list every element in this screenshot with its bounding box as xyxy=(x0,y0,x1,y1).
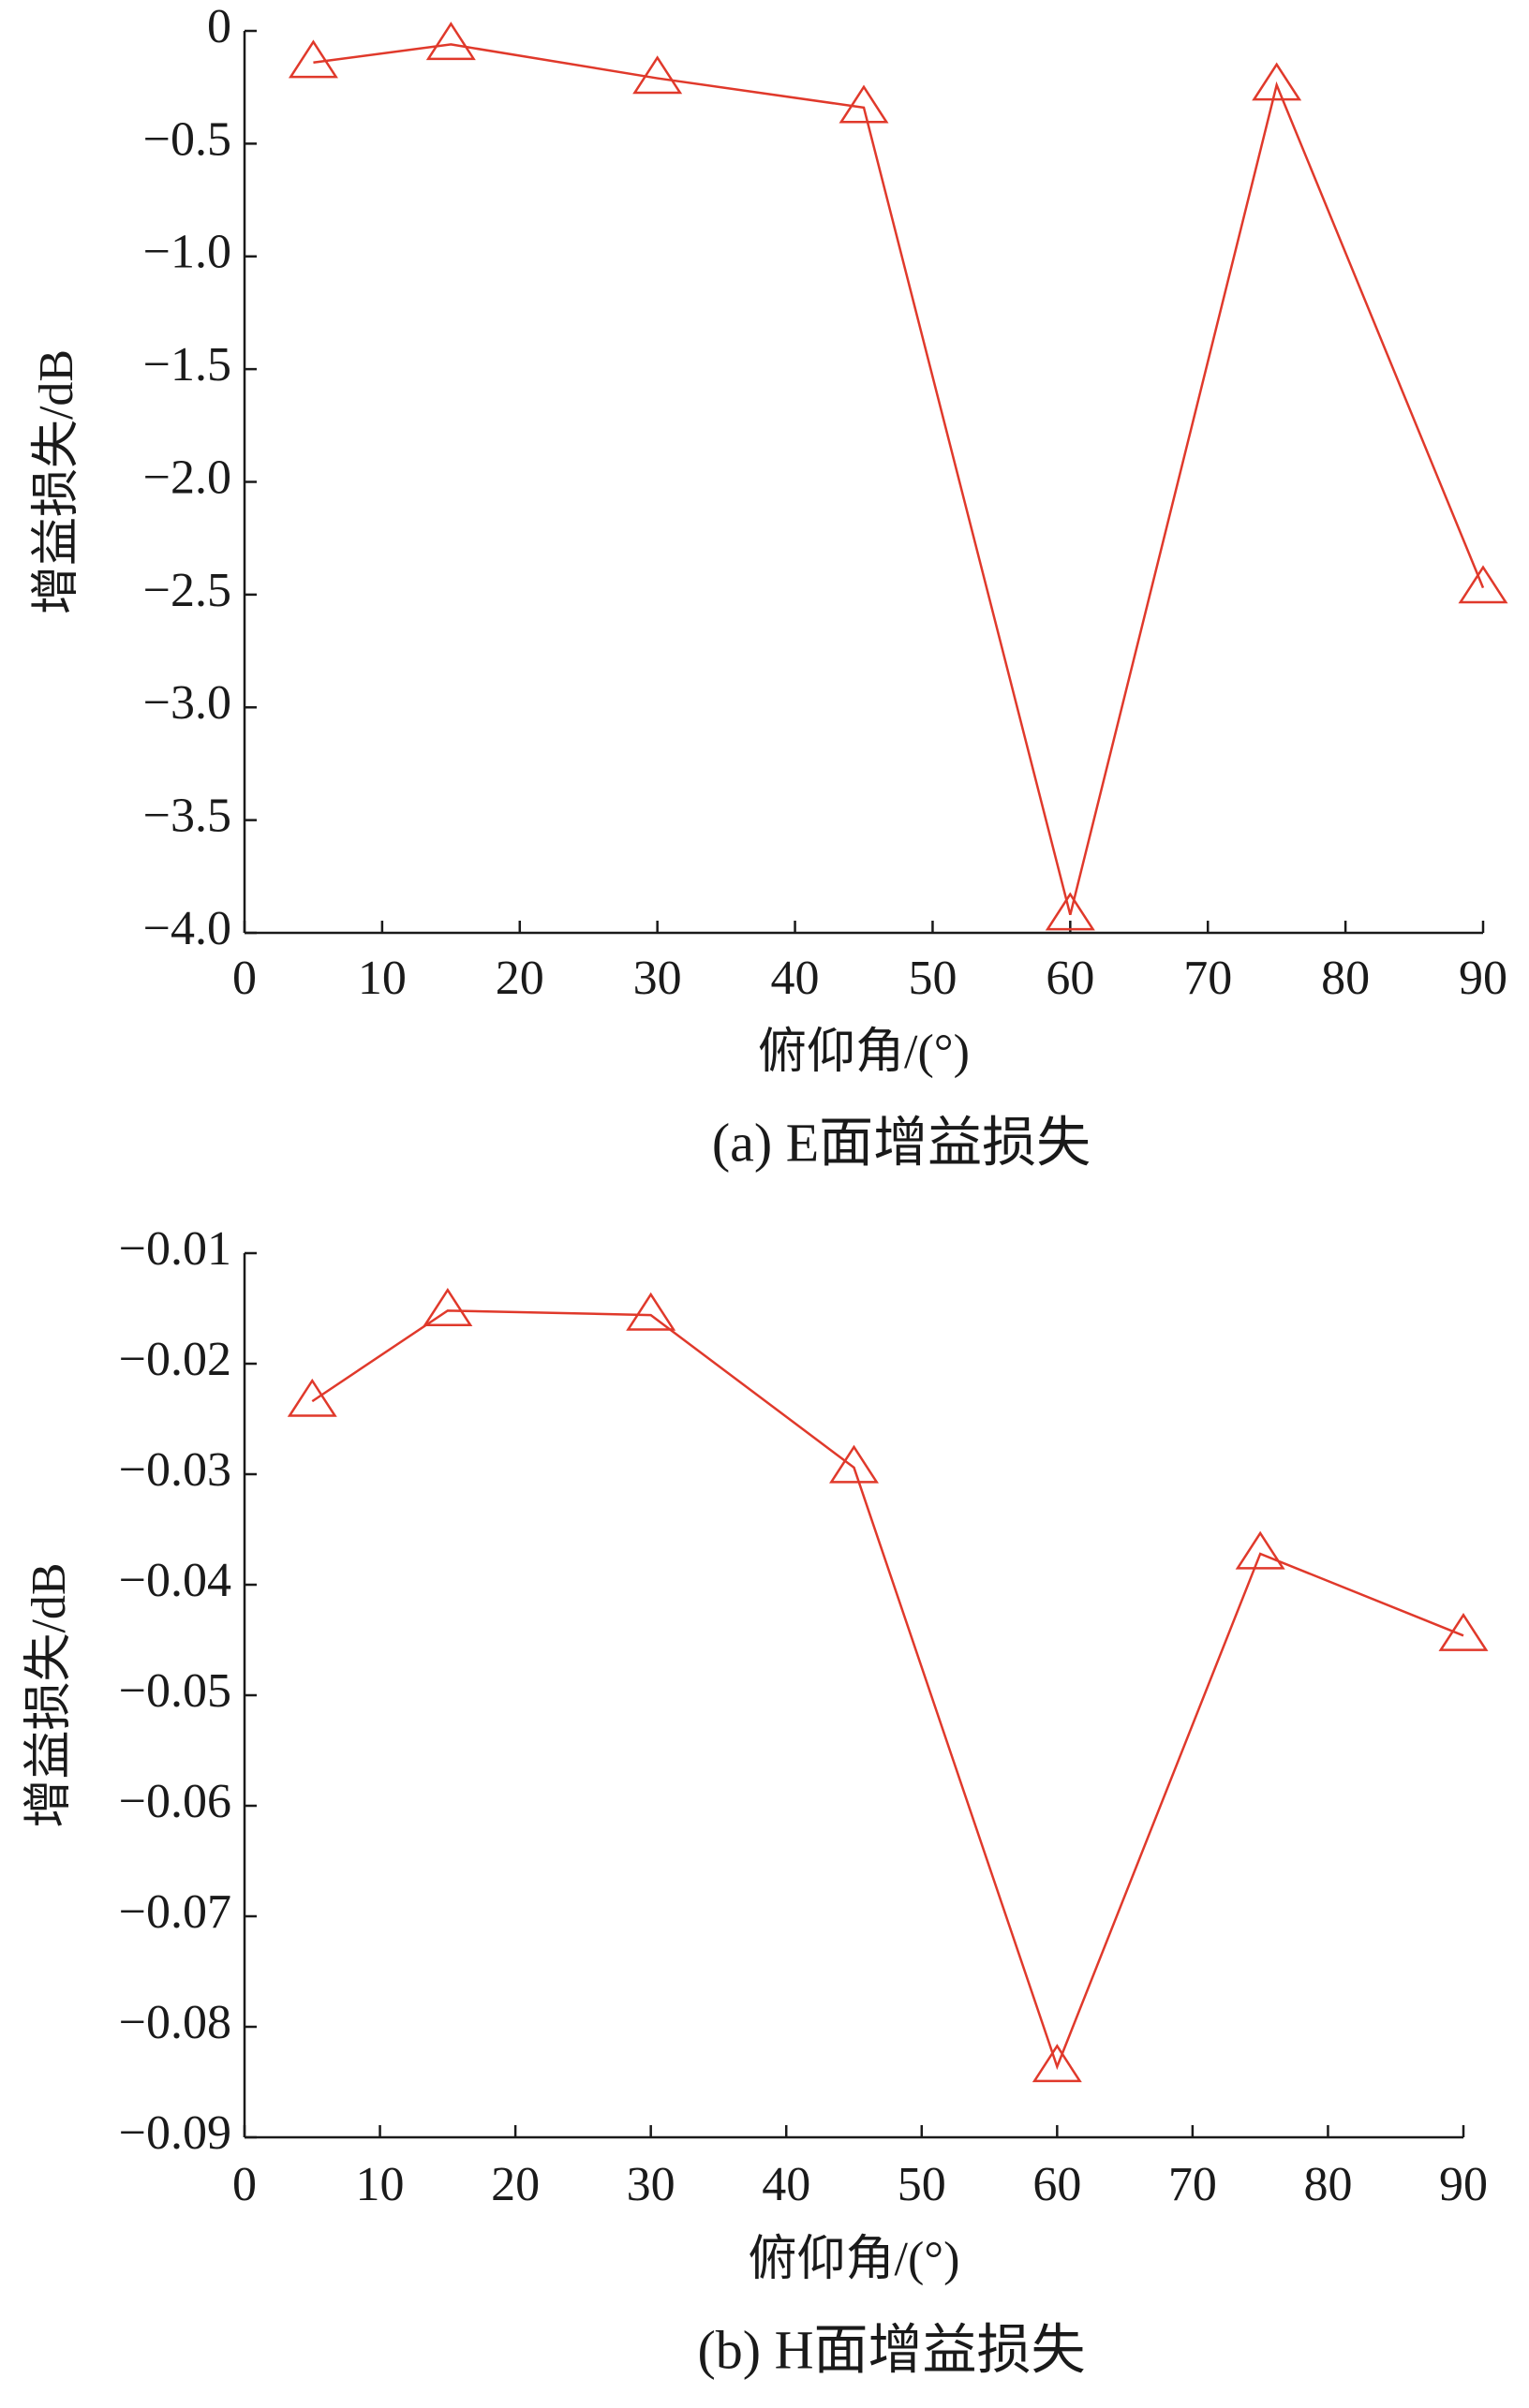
x-tick-label: 90 xyxy=(1439,2158,1488,2211)
y-tick-label: −3.0 xyxy=(143,676,231,730)
x-tick-label: 80 xyxy=(1303,2158,1352,2211)
x-tick-label: 50 xyxy=(898,2158,946,2211)
y-tick-label: −0.07 xyxy=(119,1885,231,1939)
x-tick-label: 70 xyxy=(1183,952,1232,1005)
y-tick-label: −2.0 xyxy=(143,451,231,504)
x-tick-label: 30 xyxy=(633,952,682,1005)
x-tick-label: 10 xyxy=(358,952,407,1005)
x-tick-label: 30 xyxy=(627,2158,675,2211)
y-axis-label: 增益损失/dB xyxy=(30,349,83,614)
data-marker xyxy=(1458,565,1508,604)
y-tick-label: −1.0 xyxy=(143,226,231,279)
data-marker xyxy=(1252,62,1302,101)
y-tick-label: −0.02 xyxy=(119,1333,231,1386)
data-marker xyxy=(632,55,683,95)
y-axis-label: 增益损失/dB xyxy=(22,1562,76,1827)
data-marker xyxy=(423,1288,473,1327)
y-tick-label: −1.5 xyxy=(143,338,231,391)
x-tick-label: 20 xyxy=(491,2158,540,2211)
caption: (b) H面增益损失 xyxy=(697,2319,1085,2380)
data-marker xyxy=(1235,1530,1285,1570)
y-tick-label: −0.01 xyxy=(119,1222,231,1276)
x-tick-label: 80 xyxy=(1321,952,1370,1005)
y-tick-label: −0.04 xyxy=(119,1554,231,1607)
data-marker xyxy=(1045,892,1095,931)
data-marker xyxy=(288,39,338,79)
y-tick-label: −0.08 xyxy=(119,1996,231,2049)
x-tick-label: 50 xyxy=(908,952,957,1005)
data-line xyxy=(313,43,1485,916)
x-tick-label: 0 xyxy=(232,2158,257,2211)
y-tick-label: −0.05 xyxy=(119,1664,231,1718)
x-tick-label: 40 xyxy=(762,2158,810,2211)
x-tick-label: 40 xyxy=(771,952,820,1005)
y-tick-label: −0.06 xyxy=(119,1775,231,1828)
x-tick-label: 70 xyxy=(1168,2158,1217,2211)
y-tick-label: −3.5 xyxy=(143,790,231,843)
x-tick-label: 60 xyxy=(1046,952,1094,1005)
data-marker xyxy=(425,22,476,61)
caption: (a) E面增益损失 xyxy=(712,1112,1091,1173)
x-tick-label: 20 xyxy=(496,952,544,1005)
data-marker xyxy=(839,84,889,124)
x-tick-label: 90 xyxy=(1459,952,1507,1005)
x-tick-label: 0 xyxy=(232,952,257,1005)
data-marker xyxy=(626,1292,676,1331)
x-tick-label: 10 xyxy=(356,2158,405,2211)
data-marker xyxy=(1032,2044,1082,2083)
data-marker xyxy=(1438,1612,1489,1651)
y-tick-label: −4.0 xyxy=(143,902,231,955)
data-marker xyxy=(287,1378,337,1417)
y-tick-label: −2.5 xyxy=(143,564,231,617)
y-tick-label: −0.5 xyxy=(143,112,231,166)
x-axis-label: 俯仰角/(°) xyxy=(749,2233,960,2286)
x-tick-label: 60 xyxy=(1032,2158,1081,2211)
x-axis-label: 俯仰角/(°) xyxy=(758,1026,970,1079)
y-tick-label: −0.09 xyxy=(119,2106,231,2160)
data-marker xyxy=(829,1444,879,1484)
data-line xyxy=(311,1309,1464,2071)
y-tick-label: 0 xyxy=(207,0,231,53)
y-tick-label: −0.03 xyxy=(119,1443,231,1497)
